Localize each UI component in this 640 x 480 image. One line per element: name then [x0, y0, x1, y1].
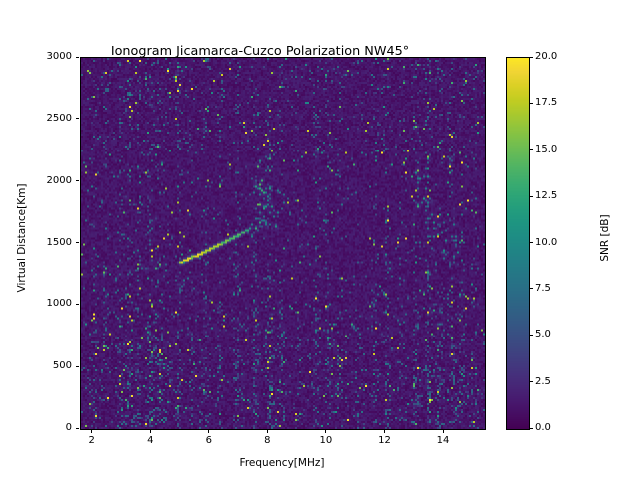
colorbar-tick-label: 12.5	[535, 190, 558, 202]
x-tick-label: 8	[264, 435, 271, 446]
colorbar-tick-label: 0.0	[535, 422, 551, 433]
colorbar-tick-label: 17.5	[535, 97, 558, 109]
x-tick-mark	[208, 429, 210, 433]
colorbar-tick-mark	[529, 102, 533, 104]
y-tick-label: 1000	[46, 298, 72, 310]
y-tick-label: 2000	[46, 174, 72, 186]
colorbar-tick-label: 15.0	[535, 143, 558, 155]
colorbar-tick-mark	[529, 149, 533, 151]
colorbar-tick-label: 5.0	[535, 329, 551, 341]
y-tick-mark	[75, 180, 79, 182]
x-tick-mark	[91, 429, 93, 433]
colorbar-tick-mark	[529, 334, 533, 336]
y-tick-mark	[75, 56, 79, 58]
x-tick-mark	[383, 429, 385, 433]
colorbar-tick-mark	[529, 427, 533, 429]
colorbar-tick-label: 2.5	[535, 375, 551, 387]
y-tick-mark	[75, 427, 79, 429]
y-tick-mark	[75, 118, 79, 120]
x-tick-mark	[442, 429, 444, 433]
chart-title-line-1: Ionogram Jicamarca-Cuzco Polarization NW…	[110, 44, 410, 59]
x-tick-mark	[325, 429, 327, 433]
colorbar-tick-mark	[529, 288, 533, 290]
x-tick-label: 14	[436, 435, 450, 446]
y-tick-label: 0	[65, 422, 72, 433]
x-tick-label: 10	[319, 435, 333, 446]
y-tick-label: 3000	[46, 51, 72, 62]
y-tick-mark	[75, 365, 79, 367]
colorbar-label: SNR [dB]	[599, 214, 611, 262]
y-tick-label: 500	[52, 360, 72, 372]
colorbar-tick-mark	[529, 56, 533, 58]
colorbar-tick-label: 7.5	[535, 282, 551, 294]
y-tick-label: 1500	[46, 236, 72, 248]
colorbar-tick-mark	[529, 195, 533, 197]
y-tick-mark	[75, 303, 79, 305]
colorbar	[506, 57, 530, 430]
x-tick-label: 2	[88, 435, 95, 446]
x-axis-label: Frequency[MHz]	[239, 457, 325, 469]
x-tick-label: 4	[147, 435, 154, 446]
y-tick-mark	[75, 242, 79, 243]
colorbar-canvas	[507, 58, 529, 429]
x-tick-mark	[266, 429, 268, 433]
ionogram-heatmap-canvas	[81, 58, 485, 429]
plot-area	[80, 57, 486, 430]
x-tick-label: 6	[205, 435, 212, 446]
colorbar-tick-mark	[529, 381, 533, 383]
x-tick-label: 12	[378, 435, 391, 446]
y-tick-label: 2500	[46, 112, 72, 124]
colorbar-tick-label: 10.0	[535, 236, 558, 248]
colorbar-tick-label: 20.0	[535, 51, 558, 62]
colorbar-tick-mark	[529, 242, 533, 243]
x-tick-mark	[149, 429, 151, 433]
